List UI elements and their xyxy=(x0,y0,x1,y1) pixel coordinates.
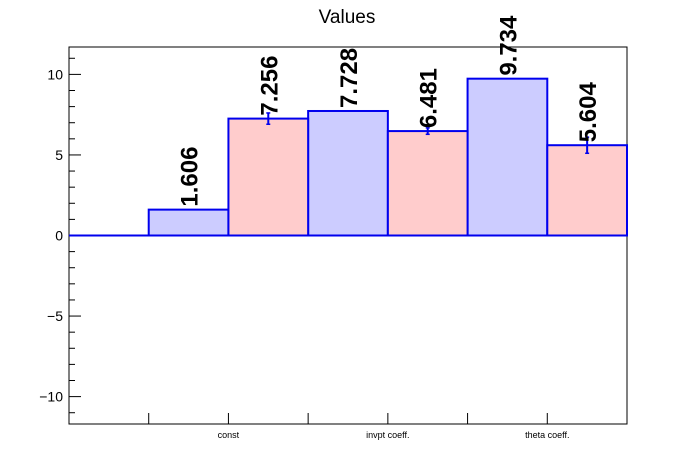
bar xyxy=(466,77,549,237)
bar xyxy=(307,109,389,237)
x-tick-label: invpt coeff. xyxy=(366,430,409,440)
bar xyxy=(227,117,310,237)
bar xyxy=(386,130,469,237)
data-label: 5.604 xyxy=(575,82,602,143)
data-label: 6.481 xyxy=(416,68,443,128)
y-tick-label: 5 xyxy=(55,147,63,163)
x-tick-label: theta coeff. xyxy=(525,430,569,440)
data-label: 7.728 xyxy=(336,48,363,108)
bar xyxy=(546,144,628,237)
chart-title: Values xyxy=(319,7,376,28)
plot-area: −10 −5 0 5 10 const invpt coeff. theta coeff. 1.… xyxy=(39,15,628,440)
bar xyxy=(147,208,230,237)
y-tick-label: 0 xyxy=(55,228,63,244)
data-label: 9.734 xyxy=(495,15,522,76)
data-label: 7.256 xyxy=(256,56,283,116)
y-tick-label: 10 xyxy=(47,66,63,82)
x-tick-label: const xyxy=(218,430,240,440)
data-label: 1.606 xyxy=(177,147,204,207)
y-tick-label: −5 xyxy=(47,308,63,324)
y-tick-label: −10 xyxy=(39,389,63,405)
